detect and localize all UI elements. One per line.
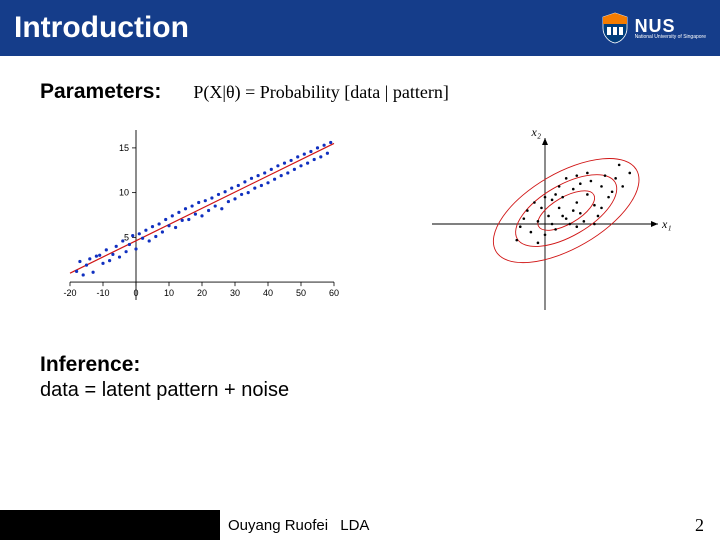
svg-text:0: 0 xyxy=(133,288,138,298)
svg-text:10: 10 xyxy=(164,288,174,298)
parameters-row: Parameters: P(X|θ) = Probability [data |… xyxy=(40,80,680,104)
parameters-label: Parameters: xyxy=(40,80,161,104)
logo-text: NUS xyxy=(635,17,706,35)
slide-header: Introduction NUS National University of … xyxy=(0,0,720,56)
svg-text:60: 60 xyxy=(329,288,339,298)
svg-text:20: 20 xyxy=(197,288,207,298)
slide-title: Introduction xyxy=(14,11,189,45)
charts-row: -20 -10 0 10 20 30 40 50 60 5 10 15 x₁ x₂ xyxy=(40,122,680,327)
svg-text:40: 40 xyxy=(263,288,273,298)
parameters-formula: P(X|θ) = Probability [data | pattern] xyxy=(193,82,448,103)
slide-footer: Ouyang Ruofei LDA 2 xyxy=(0,510,720,540)
ellipse-scatter-chart: x₁ x₂ xyxy=(420,122,680,327)
scatter-line-chart: -20 -10 0 10 20 30 40 50 60 5 10 15 xyxy=(40,122,340,327)
footer-author: Ouyang Ruofei xyxy=(228,517,328,534)
footer-black-bar xyxy=(0,510,220,540)
inference-block: Inference: data = latent pattern + noise xyxy=(40,353,680,402)
shield-icon xyxy=(601,12,629,44)
university-logo: NUS National University of Singapore xyxy=(601,12,706,44)
svg-text:x₂: x₂ xyxy=(531,125,542,139)
inference-label: Inference: xyxy=(40,353,680,377)
svg-text:10: 10 xyxy=(119,188,129,198)
svg-text:30: 30 xyxy=(230,288,240,298)
inference-equation: data = latent pattern + noise xyxy=(40,379,680,402)
svg-text:15: 15 xyxy=(119,143,129,153)
footer-center: Ouyang Ruofei LDA xyxy=(220,517,720,534)
footer-topic: LDA xyxy=(340,517,369,534)
svg-text:x₁: x₁ xyxy=(661,217,672,231)
svg-text:50: 50 xyxy=(296,288,306,298)
svg-text:-20: -20 xyxy=(63,288,76,298)
page-number: 2 xyxy=(695,515,704,536)
svg-text:-10: -10 xyxy=(96,288,109,298)
svg-text:5: 5 xyxy=(124,232,129,242)
logo-subtext: National University of Singapore xyxy=(635,35,706,40)
slide-content: Parameters: P(X|θ) = Probability [data |… xyxy=(0,56,720,510)
